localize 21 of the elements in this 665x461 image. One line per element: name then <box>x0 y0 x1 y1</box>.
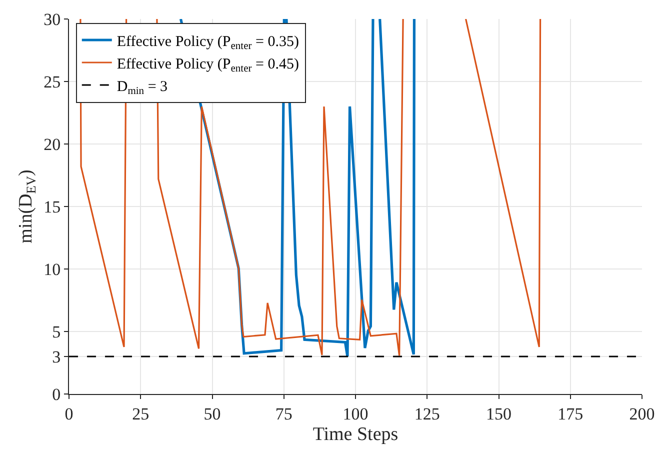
x-tick-label: 125 <box>414 404 440 424</box>
y-tick-label: 3 <box>52 347 61 366</box>
x-tick-label: 50 <box>204 404 221 424</box>
x-tick-label: 100 <box>342 404 368 424</box>
legend-label: Effective Policy (P$_{enter}$ = 0.35) <box>116 34 299 52</box>
y-tick-label: 5 <box>52 322 61 342</box>
legend-label: D$_{min}$ = 3 <box>116 78 168 97</box>
x-tick-label: 25 <box>132 404 150 424</box>
y-tick-label: 25 <box>44 72 61 92</box>
y-tick-label: 15 <box>44 197 61 216</box>
y-tick-label: 10 <box>44 260 61 279</box>
x-tick-label: 0 <box>64 404 74 424</box>
legend-label: Effective Policy (P$_{enter}$ = 0.45) <box>116 56 299 74</box>
x-axis-title: Time Steps <box>312 424 398 446</box>
y-tick-label: 30 <box>44 10 61 29</box>
x-tick-label: 175 <box>558 404 584 424</box>
x-tick-label: 75 <box>275 404 292 424</box>
x-tick-label: 150 <box>486 404 512 424</box>
y-tick-label: 0 <box>52 384 61 404</box>
x-tick-label: 200 <box>629 404 655 424</box>
y-tick-label: 20 <box>44 134 61 154</box>
